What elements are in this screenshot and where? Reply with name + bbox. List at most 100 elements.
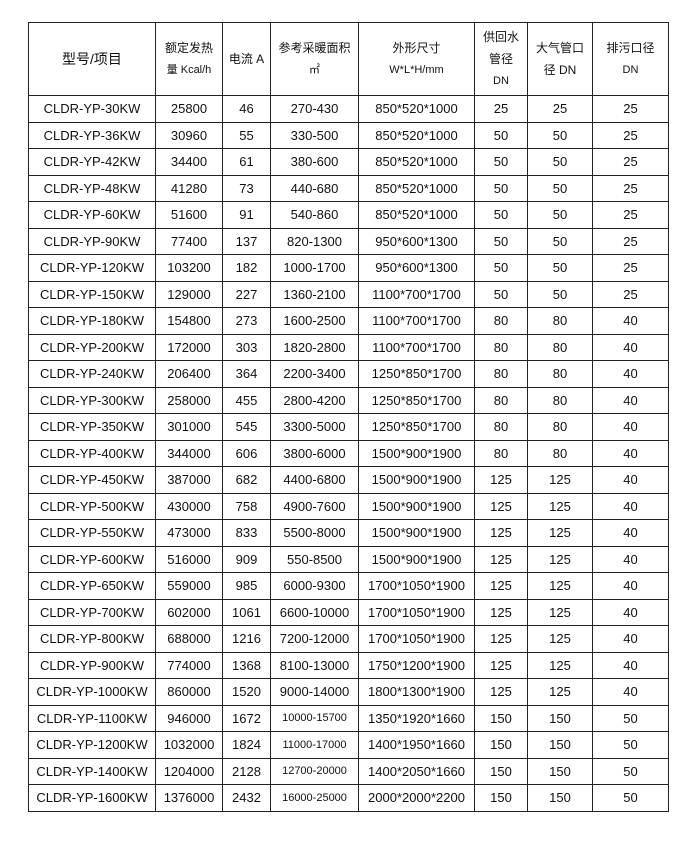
cell-supply-return-pipe: 50 (474, 254, 528, 282)
cell-supply-return-pipe: 80 (474, 333, 528, 361)
cell-heat-output: 34400 (155, 148, 223, 176)
table-row: CLDR-YP-180KW 154800 273 1600-2500 1100*700*… (28, 307, 669, 335)
header-text: 型号/项目 (62, 51, 122, 67)
table-row: CLDR-YP-800KW 688000 1216 7200-12000 1700*10… (28, 625, 669, 653)
cell-vent-pipe: 125 (527, 466, 593, 494)
header-supply-return-pipe: 供回水 管径 DN (474, 22, 528, 96)
cell-drain: 25 (592, 95, 669, 123)
header-text: ㎡ (309, 64, 320, 76)
cell-heat-output: 1204000 (155, 757, 223, 785)
cell-heating-area: 540-860 (270, 201, 359, 229)
cell-drain: 40 (592, 572, 669, 600)
cell-current: 758 (222, 492, 271, 520)
cell-vent-pipe: 125 (527, 625, 593, 653)
table-row: CLDR-YP-36KW 30960 55 330-500 850*520*1000 50… (28, 121, 669, 149)
cell-dimensions: 1500*900*1900 (358, 545, 475, 573)
header-text: 电流 A (228, 52, 265, 66)
header-text: 大气管口 (535, 41, 584, 55)
cell-heating-area: 10000-15700 (270, 704, 359, 732)
cell-supply-return-pipe: 50 (474, 174, 528, 202)
cell-model: CLDR-YP-600KW (28, 545, 156, 573)
table-row: CLDR-YP-1400KW 1204000 2128 12700-20000 1400… (28, 757, 669, 785)
cell-heat-output: 172000 (155, 333, 223, 361)
cell-current: 1824 (222, 731, 271, 759)
header-heat-output: 额定发热量 Kcal/h (155, 22, 223, 96)
cell-supply-return-pipe: 125 (474, 466, 528, 494)
header-text: 量 Kcal/h (166, 64, 212, 76)
cell-current: 2128 (222, 757, 271, 785)
cell-current: 273 (222, 307, 271, 335)
cell-drain: 40 (592, 386, 669, 414)
cell-dimensions: 850*520*1000 (358, 121, 475, 149)
cell-drain: 40 (592, 651, 669, 679)
cell-heating-area: 330-500 (270, 121, 359, 149)
cell-heating-area: 820-1300 (270, 227, 359, 255)
cell-heating-area: 440-680 (270, 174, 359, 202)
header-text: 额定发热 (164, 41, 213, 55)
cell-current: 909 (222, 545, 271, 573)
cell-drain: 25 (592, 148, 669, 176)
cell-heat-output: 30960 (155, 121, 223, 149)
cell-supply-return-pipe: 125 (474, 572, 528, 600)
cell-model: CLDR-YP-240KW (28, 360, 156, 388)
cell-dimensions: 850*520*1000 (358, 174, 475, 202)
header-text: 径 DN (543, 63, 577, 77)
cell-current: 91 (222, 201, 271, 229)
cell-dimensions: 1350*1920*1660 (358, 704, 475, 732)
cell-heat-output: 559000 (155, 572, 223, 600)
cell-model: CLDR-YP-150KW (28, 280, 156, 308)
cell-supply-return-pipe: 80 (474, 307, 528, 335)
cell-current: 46 (222, 95, 271, 123)
cell-current: 61 (222, 148, 271, 176)
cell-drain: 40 (592, 492, 669, 520)
table-row: CLDR-YP-90KW 77400 137 820-1300 950*600*1300… (28, 227, 669, 255)
cell-dimensions: 950*600*1300 (358, 254, 475, 282)
cell-heat-output: 206400 (155, 360, 223, 388)
table-row: CLDR-YP-650KW 559000 985 6000-9300 1700*1050… (28, 572, 669, 600)
cell-current: 1520 (222, 678, 271, 706)
table-row: CLDR-YP-60KW 51600 91 540-860 850*520*1000 50… (28, 201, 669, 229)
cell-dimensions: 1500*900*1900 (358, 466, 475, 494)
cell-dimensions: 1700*1050*1900 (358, 598, 475, 626)
cell-heat-output: 430000 (155, 492, 223, 520)
cell-supply-return-pipe: 80 (474, 360, 528, 388)
cell-vent-pipe: 80 (527, 360, 593, 388)
cell-heat-output: 387000 (155, 466, 223, 494)
cell-heating-area: 7200-12000 (270, 625, 359, 653)
table-row: CLDR-YP-1000KW 860000 1520 9000-14000 1800*1… (28, 678, 669, 706)
cell-heating-area: 4400-6800 (270, 466, 359, 494)
table-row: CLDR-YP-42KW 34400 61 380-600 850*520*1000 50… (28, 148, 669, 176)
cell-drain: 50 (592, 704, 669, 732)
table-row: CLDR-YP-1600KW 1376000 2432 16000-25000 2000… (28, 784, 669, 812)
cell-current: 2432 (222, 784, 271, 812)
cell-vent-pipe: 50 (527, 227, 593, 255)
table-row: CLDR-YP-500KW 430000 758 4900-7600 1500*900*… (28, 492, 669, 520)
cell-dimensions: 1500*900*1900 (358, 439, 475, 467)
cell-dimensions: 950*600*1300 (358, 227, 475, 255)
cell-dimensions: 1400*1950*1660 (358, 731, 475, 759)
cell-vent-pipe: 50 (527, 254, 593, 282)
header-vent-pipe: 大气管口径 DN (527, 22, 593, 96)
cell-heat-output: 516000 (155, 545, 223, 573)
cell-heating-area: 2800-4200 (270, 386, 359, 414)
cell-heating-area: 550-8500 (270, 545, 359, 573)
cell-heating-area: 5500-8000 (270, 519, 359, 547)
cell-model: CLDR-YP-350KW (28, 413, 156, 441)
table-row: CLDR-YP-120KW 103200 182 1000-1700 950*600*1… (28, 254, 669, 282)
cell-dimensions: 1400*2050*1660 (358, 757, 475, 785)
cell-dimensions: 1700*1050*1900 (358, 572, 475, 600)
cell-heat-output: 774000 (155, 651, 223, 679)
cell-vent-pipe: 50 (527, 174, 593, 202)
cell-model: CLDR-YP-42KW (28, 148, 156, 176)
table-row: CLDR-YP-600KW 516000 909 550-8500 1500*900*1… (28, 545, 669, 573)
cell-current: 364 (222, 360, 271, 388)
cell-model: CLDR-YP-700KW (28, 598, 156, 626)
cell-model: CLDR-YP-60KW (28, 201, 156, 229)
cell-supply-return-pipe: 80 (474, 413, 528, 441)
cell-dimensions: 2000*2000*2200 (358, 784, 475, 812)
cell-dimensions: 1250*850*1700 (358, 386, 475, 414)
cell-vent-pipe: 125 (527, 519, 593, 547)
cell-model: CLDR-YP-800KW (28, 625, 156, 653)
